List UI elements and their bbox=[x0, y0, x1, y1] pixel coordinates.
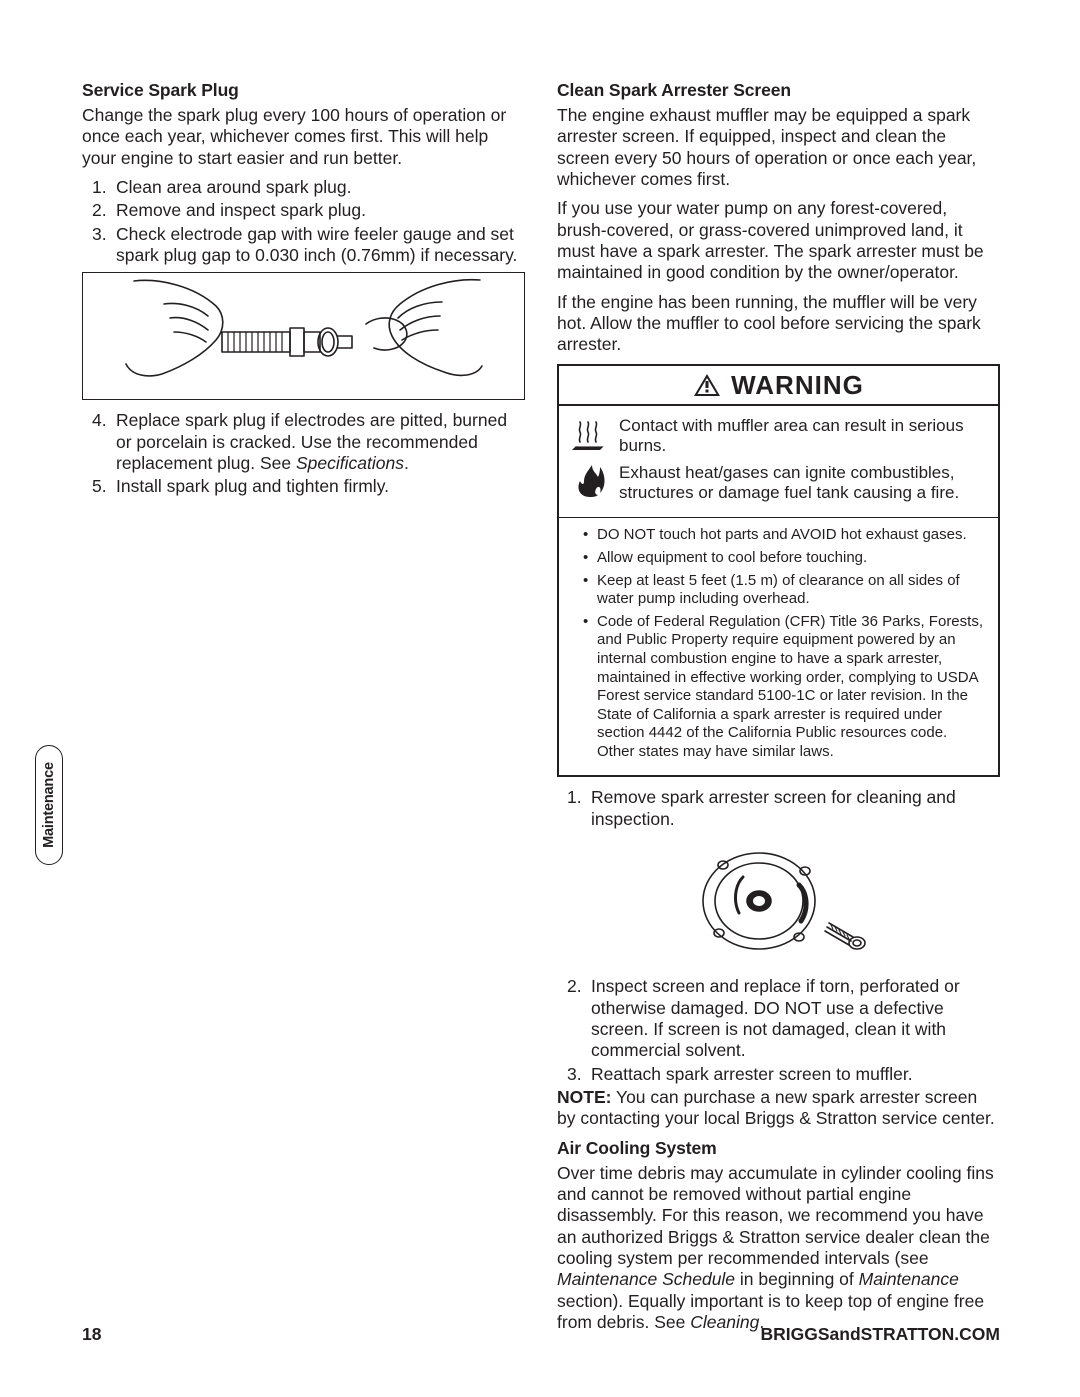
figure-spark-arrester bbox=[557, 836, 1000, 966]
hot-surface-icon bbox=[569, 416, 611, 457]
ordered-list: Remove spark arrester screen for cleanin… bbox=[591, 787, 1000, 830]
paragraph: Over time debris may accumulate in cylin… bbox=[557, 1163, 1000, 1334]
warning-row: Contact with muffler area can result in … bbox=[569, 416, 988, 457]
list-item: Allow equipment to cool before touching. bbox=[583, 549, 988, 568]
text-italic: Maintenance Schedule bbox=[557, 1269, 735, 1289]
ordered-list: Replace spark plug if electrodes are pit… bbox=[116, 410, 525, 497]
figure-spark-plug-gap bbox=[82, 272, 525, 400]
text: . bbox=[404, 453, 409, 473]
spark-arrester-illustration bbox=[649, 841, 909, 961]
heading-clean-spark-arrester: Clean Spark Arrester Screen bbox=[557, 80, 1000, 101]
warning-box: WARNING bbox=[557, 364, 1000, 778]
list-item: Remove spark arrester screen for cleanin… bbox=[591, 787, 1000, 830]
heading-air-cooling: Air Cooling System bbox=[557, 1138, 1000, 1159]
warning-text: Contact with muffler area can result in … bbox=[619, 416, 988, 457]
spark-plug-illustration bbox=[124, 276, 484, 396]
list-item: Reattach spark arrester screen to muffle… bbox=[591, 1064, 1000, 1085]
section-tab: Maintenance bbox=[35, 745, 63, 865]
heading-service-spark-plug: Service Spark Plug bbox=[82, 80, 525, 101]
warning-row: Exhaust heat/gases can ignite combustibl… bbox=[569, 463, 988, 504]
page-content: Service Spark Plug Change the spark plug… bbox=[82, 80, 1000, 1341]
paragraph: The engine exhaust muffler may be equipp… bbox=[557, 105, 1000, 190]
text-italic: Maintenance bbox=[859, 1269, 959, 1289]
paragraph: If you use your water pump on any forest… bbox=[557, 198, 1000, 283]
warning-body: Contact with muffler area can result in … bbox=[559, 406, 998, 518]
list-item: Inspect screen and replace if torn, perf… bbox=[591, 976, 1000, 1061]
list-item: Clean area around spark plug. bbox=[116, 177, 525, 198]
text-italic: Specifications bbox=[296, 453, 404, 473]
list-item: Remove and inspect spark plug. bbox=[116, 200, 525, 221]
list-item: Install spark plug and tighten firmly. bbox=[116, 476, 525, 497]
list-item: Check electrode gap with wire feeler gau… bbox=[116, 224, 525, 267]
footer-url: BRIGGSandSTRATTON.COM bbox=[761, 1324, 1001, 1345]
warning-text: Exhaust heat/gases can ignite combustibl… bbox=[619, 463, 988, 504]
ordered-list: Clean area around spark plug. Remove and… bbox=[116, 177, 525, 266]
list-item: Replace spark plug if electrodes are pit… bbox=[116, 410, 525, 474]
warning-header: WARNING bbox=[559, 366, 998, 406]
page-footer: 18 BRIGGSandSTRATTON.COM bbox=[82, 1324, 1000, 1345]
right-column: Clean Spark Arrester Screen The engine e… bbox=[557, 80, 1000, 1341]
text: Over time debris may accumulate in cylin… bbox=[557, 1163, 994, 1268]
note-text: You can purchase a new spark arrester sc… bbox=[557, 1087, 995, 1128]
paragraph: If the engine has been running, the muff… bbox=[557, 292, 1000, 356]
section-tab-label: Maintenance bbox=[41, 762, 57, 848]
text: in beginning of bbox=[735, 1269, 859, 1289]
list-item: Code of Federal Regulation (CFR) Title 3… bbox=[583, 613, 988, 762]
paragraph: Change the spark plug every 100 hours of… bbox=[82, 105, 525, 169]
warning-bullets: DO NOT touch hot parts and AVOID hot exh… bbox=[559, 517, 998, 775]
warning-label: WARNING bbox=[731, 370, 864, 401]
fire-icon bbox=[569, 463, 611, 504]
note-paragraph: NOTE: You can purchase a new spark arres… bbox=[557, 1087, 1000, 1130]
note-label: NOTE: bbox=[557, 1087, 611, 1107]
page-number: 18 bbox=[82, 1324, 101, 1345]
list-item: Keep at least 5 feet (1.5 m) of clearanc… bbox=[583, 572, 988, 609]
list-item: DO NOT touch hot parts and AVOID hot exh… bbox=[583, 526, 988, 545]
warning-triangle-icon bbox=[693, 373, 721, 397]
ordered-list: Inspect screen and replace if torn, perf… bbox=[591, 976, 1000, 1085]
left-column: Service Spark Plug Change the spark plug… bbox=[82, 80, 525, 1341]
